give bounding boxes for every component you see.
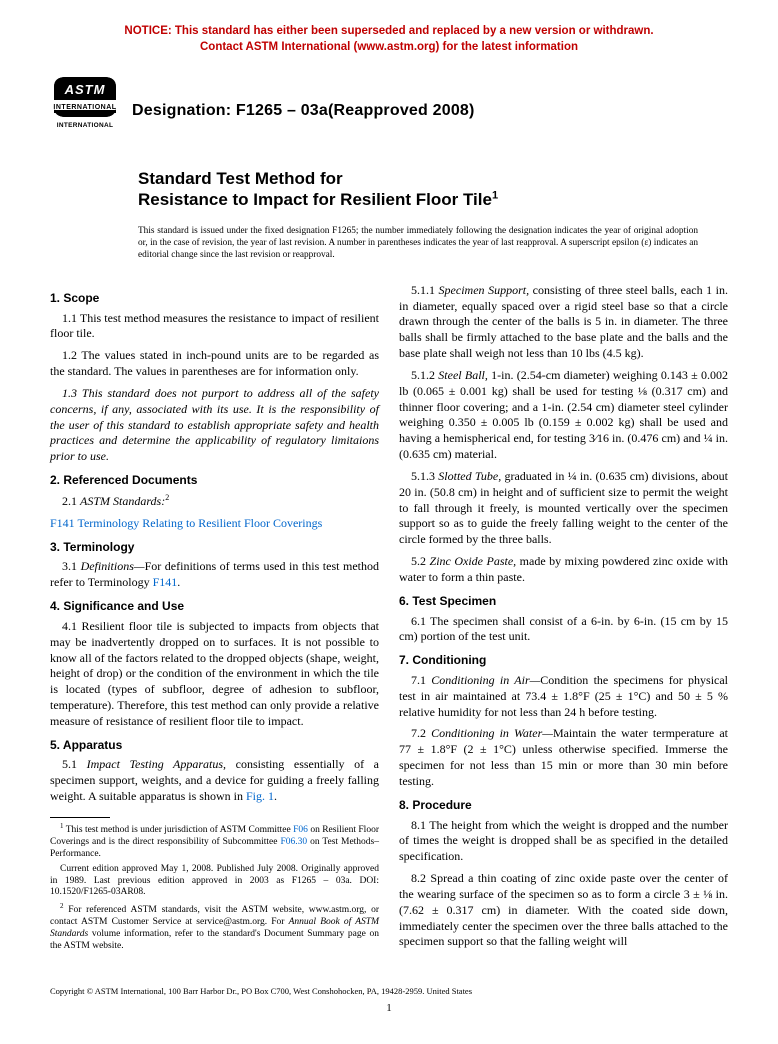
designation-text: Designation: F1265 – 03a(Reapproved 2008… bbox=[132, 94, 475, 120]
footnote-2: 2 For referenced ASTM standards, visit t… bbox=[50, 902, 379, 953]
para-5-2: 5.2 Zinc Oxide Paste, made by mixing pow… bbox=[399, 554, 728, 586]
p21-sup: 2 bbox=[165, 493, 169, 502]
section-4-head: 4. Significance and Use bbox=[50, 599, 379, 615]
fn1a: This test method is under jurisdiction o… bbox=[64, 825, 294, 835]
p71-lead: 7.1 bbox=[411, 673, 431, 687]
notice-banner: NOTICE: This standard has either been su… bbox=[50, 24, 728, 55]
title-block: Standard Test Method for Resistance to I… bbox=[138, 168, 728, 211]
p513-lead: 5.1.3 bbox=[411, 469, 438, 483]
notice-line1: NOTICE: This standard has either been su… bbox=[124, 25, 653, 37]
para-5-1: 5.1 Impact Testing Apparatus, consisting… bbox=[50, 757, 379, 804]
para-7-2: 7.2 Conditioning in Water—Maintain the w… bbox=[399, 726, 728, 789]
p513-italic: Slotted Tube, bbox=[438, 469, 501, 483]
svg-text:INTERNATIONAL: INTERNATIONAL bbox=[57, 122, 114, 129]
para-8-1: 8.1 The height from which the weight is … bbox=[399, 818, 728, 865]
title-super: 1 bbox=[492, 190, 498, 202]
svg-text:ASTM: ASTM bbox=[64, 82, 106, 97]
p52-italic: Zinc Oxide Paste, bbox=[430, 554, 517, 568]
p72-italic: Conditioning in Water— bbox=[431, 726, 553, 740]
p511-italic: Specimen Support, bbox=[439, 283, 530, 297]
ref-f0630[interactable]: F06.30 bbox=[280, 837, 307, 847]
p72-lead: 7.2 bbox=[411, 726, 431, 740]
left-column: 1. Scope 1.1 This test method measures t… bbox=[50, 283, 379, 956]
notice-line2: Contact ASTM International (www.astm.org… bbox=[200, 41, 578, 53]
ref-f141-text[interactable]: Terminology Relating to Resilient Floor … bbox=[75, 516, 323, 530]
body-columns: 1. Scope 1.1 This test method measures t… bbox=[50, 283, 728, 956]
para-2-link: F141 Terminology Relating to Resilient F… bbox=[50, 516, 379, 532]
section-7-head: 7. Conditioning bbox=[399, 653, 728, 669]
p31-italic: Definitions— bbox=[81, 559, 145, 573]
para-1-3: 1.3 This standard does not purport to ad… bbox=[50, 386, 379, 465]
section-5-head: 5. Apparatus bbox=[50, 738, 379, 754]
para-5-1-1: 5.1.1 Specimen Support, consisting of th… bbox=[399, 283, 728, 362]
p21-italic: ASTM Standards: bbox=[80, 494, 165, 508]
copyright-text: Copyright © ASTM International, 100 Barr… bbox=[50, 986, 728, 996]
ref-f141-inline[interactable]: F141 bbox=[153, 575, 178, 589]
title-line2: Resistance to Impact for Resilient Floor… bbox=[138, 190, 492, 209]
p51-end: . bbox=[274, 789, 277, 803]
page-number: 1 bbox=[50, 1002, 728, 1014]
section-3-head: 3. Terminology bbox=[50, 540, 379, 556]
p31-end: . bbox=[177, 575, 180, 589]
p512-lead: 5.1.2 bbox=[411, 368, 438, 382]
para-7-1: 7.1 Conditioning in Air—Condition the sp… bbox=[399, 673, 728, 720]
section-6-head: 6. Test Specimen bbox=[399, 594, 728, 610]
para-2-1: 2.1 ASTM Standards:2 bbox=[50, 493, 379, 510]
para-5-1-2: 5.1.2 Steel Ball, 1-in. (2.54-cm diamete… bbox=[399, 368, 728, 463]
section-2-head: 2. Referenced Documents bbox=[50, 473, 379, 489]
para-5-1-3: 5.1.3 Slotted Tube, graduated in ¼ in. (… bbox=[399, 469, 728, 548]
para-3-1: 3.1 Definitions—For definitions of terms… bbox=[50, 559, 379, 591]
p511-lead: 5.1.1 bbox=[411, 283, 439, 297]
document-page: NOTICE: This standard has either been su… bbox=[0, 0, 778, 1044]
section-1-head: 1. Scope bbox=[50, 291, 379, 307]
svg-text:INTERNATIONAL: INTERNATIONAL bbox=[53, 104, 116, 111]
p512-italic: Steel Ball, bbox=[438, 368, 488, 382]
footnote-rule bbox=[50, 817, 110, 818]
doc-title: Standard Test Method for Resistance to I… bbox=[138, 168, 728, 211]
footnote-1: 1 This test method is under jurisdiction… bbox=[50, 822, 379, 861]
para-8-2: 8.2 Spread a thin coating of zinc oxide … bbox=[399, 871, 728, 950]
section-8-head: 8. Procedure bbox=[399, 798, 728, 814]
p51-italic: Impact Testing Apparatus, bbox=[87, 757, 226, 771]
ref-f06[interactable]: F06 bbox=[293, 825, 308, 835]
p71-italic: Conditioning in Air— bbox=[431, 673, 540, 687]
p51-lead: 5.1 bbox=[62, 757, 87, 771]
para-1-2: 1.2 The values stated in inch-pound unit… bbox=[50, 348, 379, 380]
right-column: 5.1.1 Specimen Support, consisting of th… bbox=[399, 283, 728, 956]
astm-logo: ASTM INTERNATIONAL INTERNATIONAL bbox=[50, 75, 120, 138]
p31-lead: 3.1 bbox=[62, 559, 81, 573]
para-4-1: 4.1 Resilient floor tile is subjected to… bbox=[50, 619, 379, 730]
ref-fig1[interactable]: Fig. 1 bbox=[246, 789, 274, 803]
p21-lead: 2.1 bbox=[62, 494, 80, 508]
footnote-1b: Current edition approved May 1, 2008. Pu… bbox=[50, 864, 379, 900]
para-1-1: 1.1 This test method measures the resist… bbox=[50, 311, 379, 343]
p52-lead: 5.2 bbox=[411, 554, 430, 568]
issuance-note: This standard is issued under the fixed … bbox=[138, 225, 698, 261]
para-6-1: 6.1 The specimen shall consist of a 6-in… bbox=[399, 614, 728, 646]
header-row: ASTM INTERNATIONAL INTERNATIONAL Designa… bbox=[50, 75, 728, 138]
title-line1: Standard Test Method for bbox=[138, 169, 343, 188]
ref-f141-code[interactable]: F141 bbox=[50, 516, 75, 530]
fn2c: volume information, refer to the standar… bbox=[50, 929, 379, 951]
